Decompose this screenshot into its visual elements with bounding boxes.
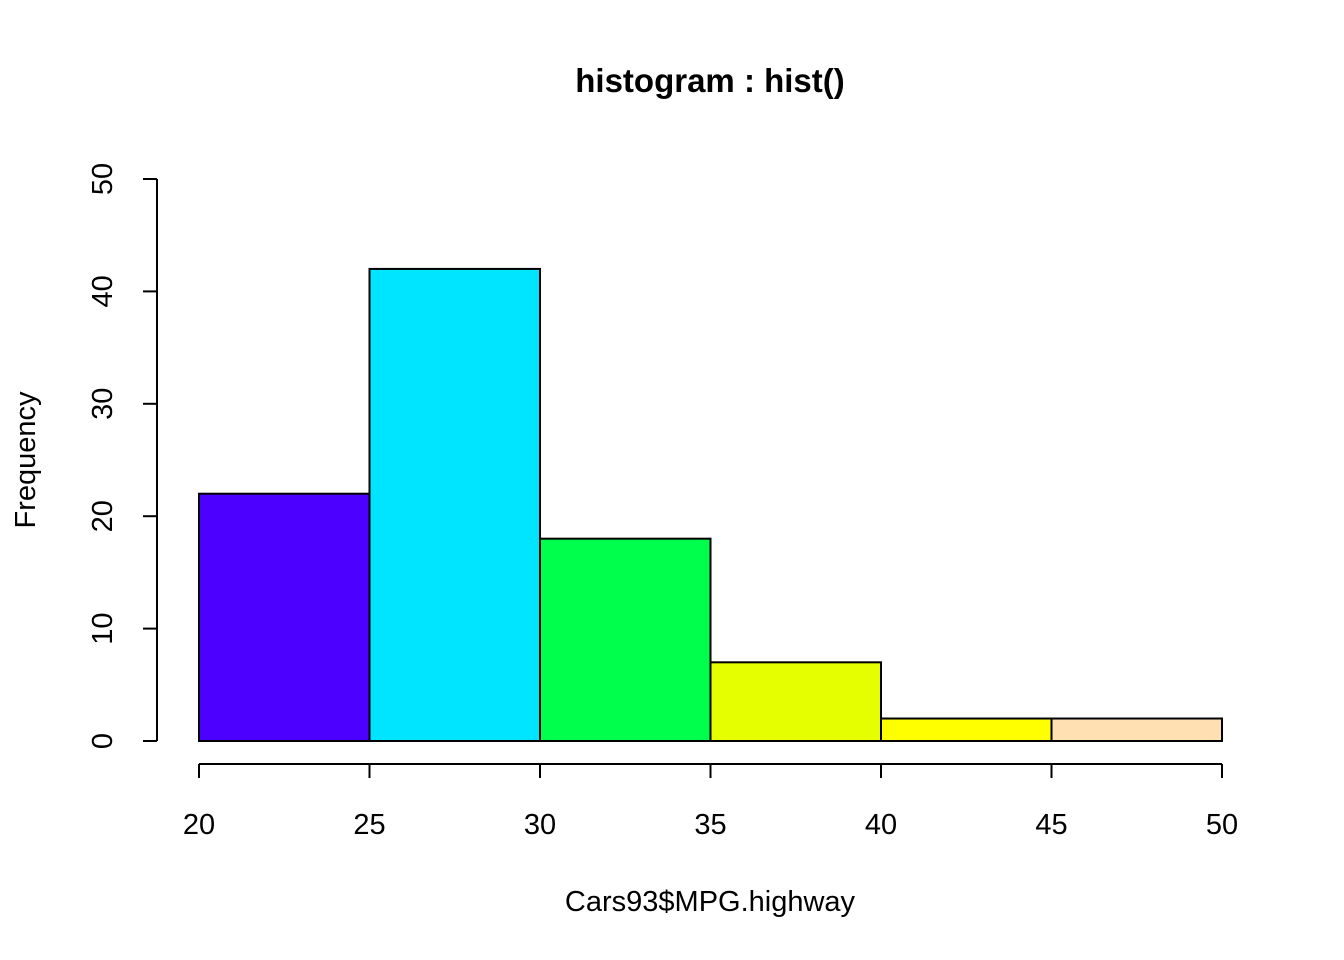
histogram-bar bbox=[709, 661, 882, 743]
y-tick-label: 0 bbox=[87, 733, 119, 749]
x-axis: 20 25 30 35 40 45 50 bbox=[183, 763, 1238, 841]
y-tick-label: 20 bbox=[87, 500, 119, 532]
histogram-bar bbox=[539, 537, 712, 742]
histogram-bar bbox=[368, 267, 541, 742]
y-tick-label: 30 bbox=[87, 388, 119, 420]
x-tick-label: 25 bbox=[353, 809, 385, 841]
x-tick-label: 50 bbox=[1206, 809, 1238, 841]
y-tick-label: 40 bbox=[87, 275, 119, 307]
histogram-bar bbox=[880, 717, 1053, 743]
histogram-bar bbox=[1050, 717, 1223, 743]
y-axis: 0 10 20 30 40 50 bbox=[87, 163, 158, 749]
chart-title: histogram : hist() bbox=[575, 62, 845, 99]
x-tick-label: 40 bbox=[865, 809, 897, 841]
bars-group bbox=[198, 267, 1223, 743]
x-axis-label: Cars93$MPG.highway bbox=[565, 886, 856, 918]
x-tick-label: 45 bbox=[1035, 809, 1067, 841]
histogram-bar bbox=[198, 492, 371, 742]
x-tick-label: 35 bbox=[694, 809, 726, 841]
y-axis-label: Frequency bbox=[10, 391, 42, 529]
x-tick-label: 20 bbox=[183, 809, 215, 841]
y-tick-label: 50 bbox=[87, 163, 119, 195]
x-tick-label: 30 bbox=[524, 809, 556, 841]
y-tick-label: 10 bbox=[87, 612, 119, 644]
